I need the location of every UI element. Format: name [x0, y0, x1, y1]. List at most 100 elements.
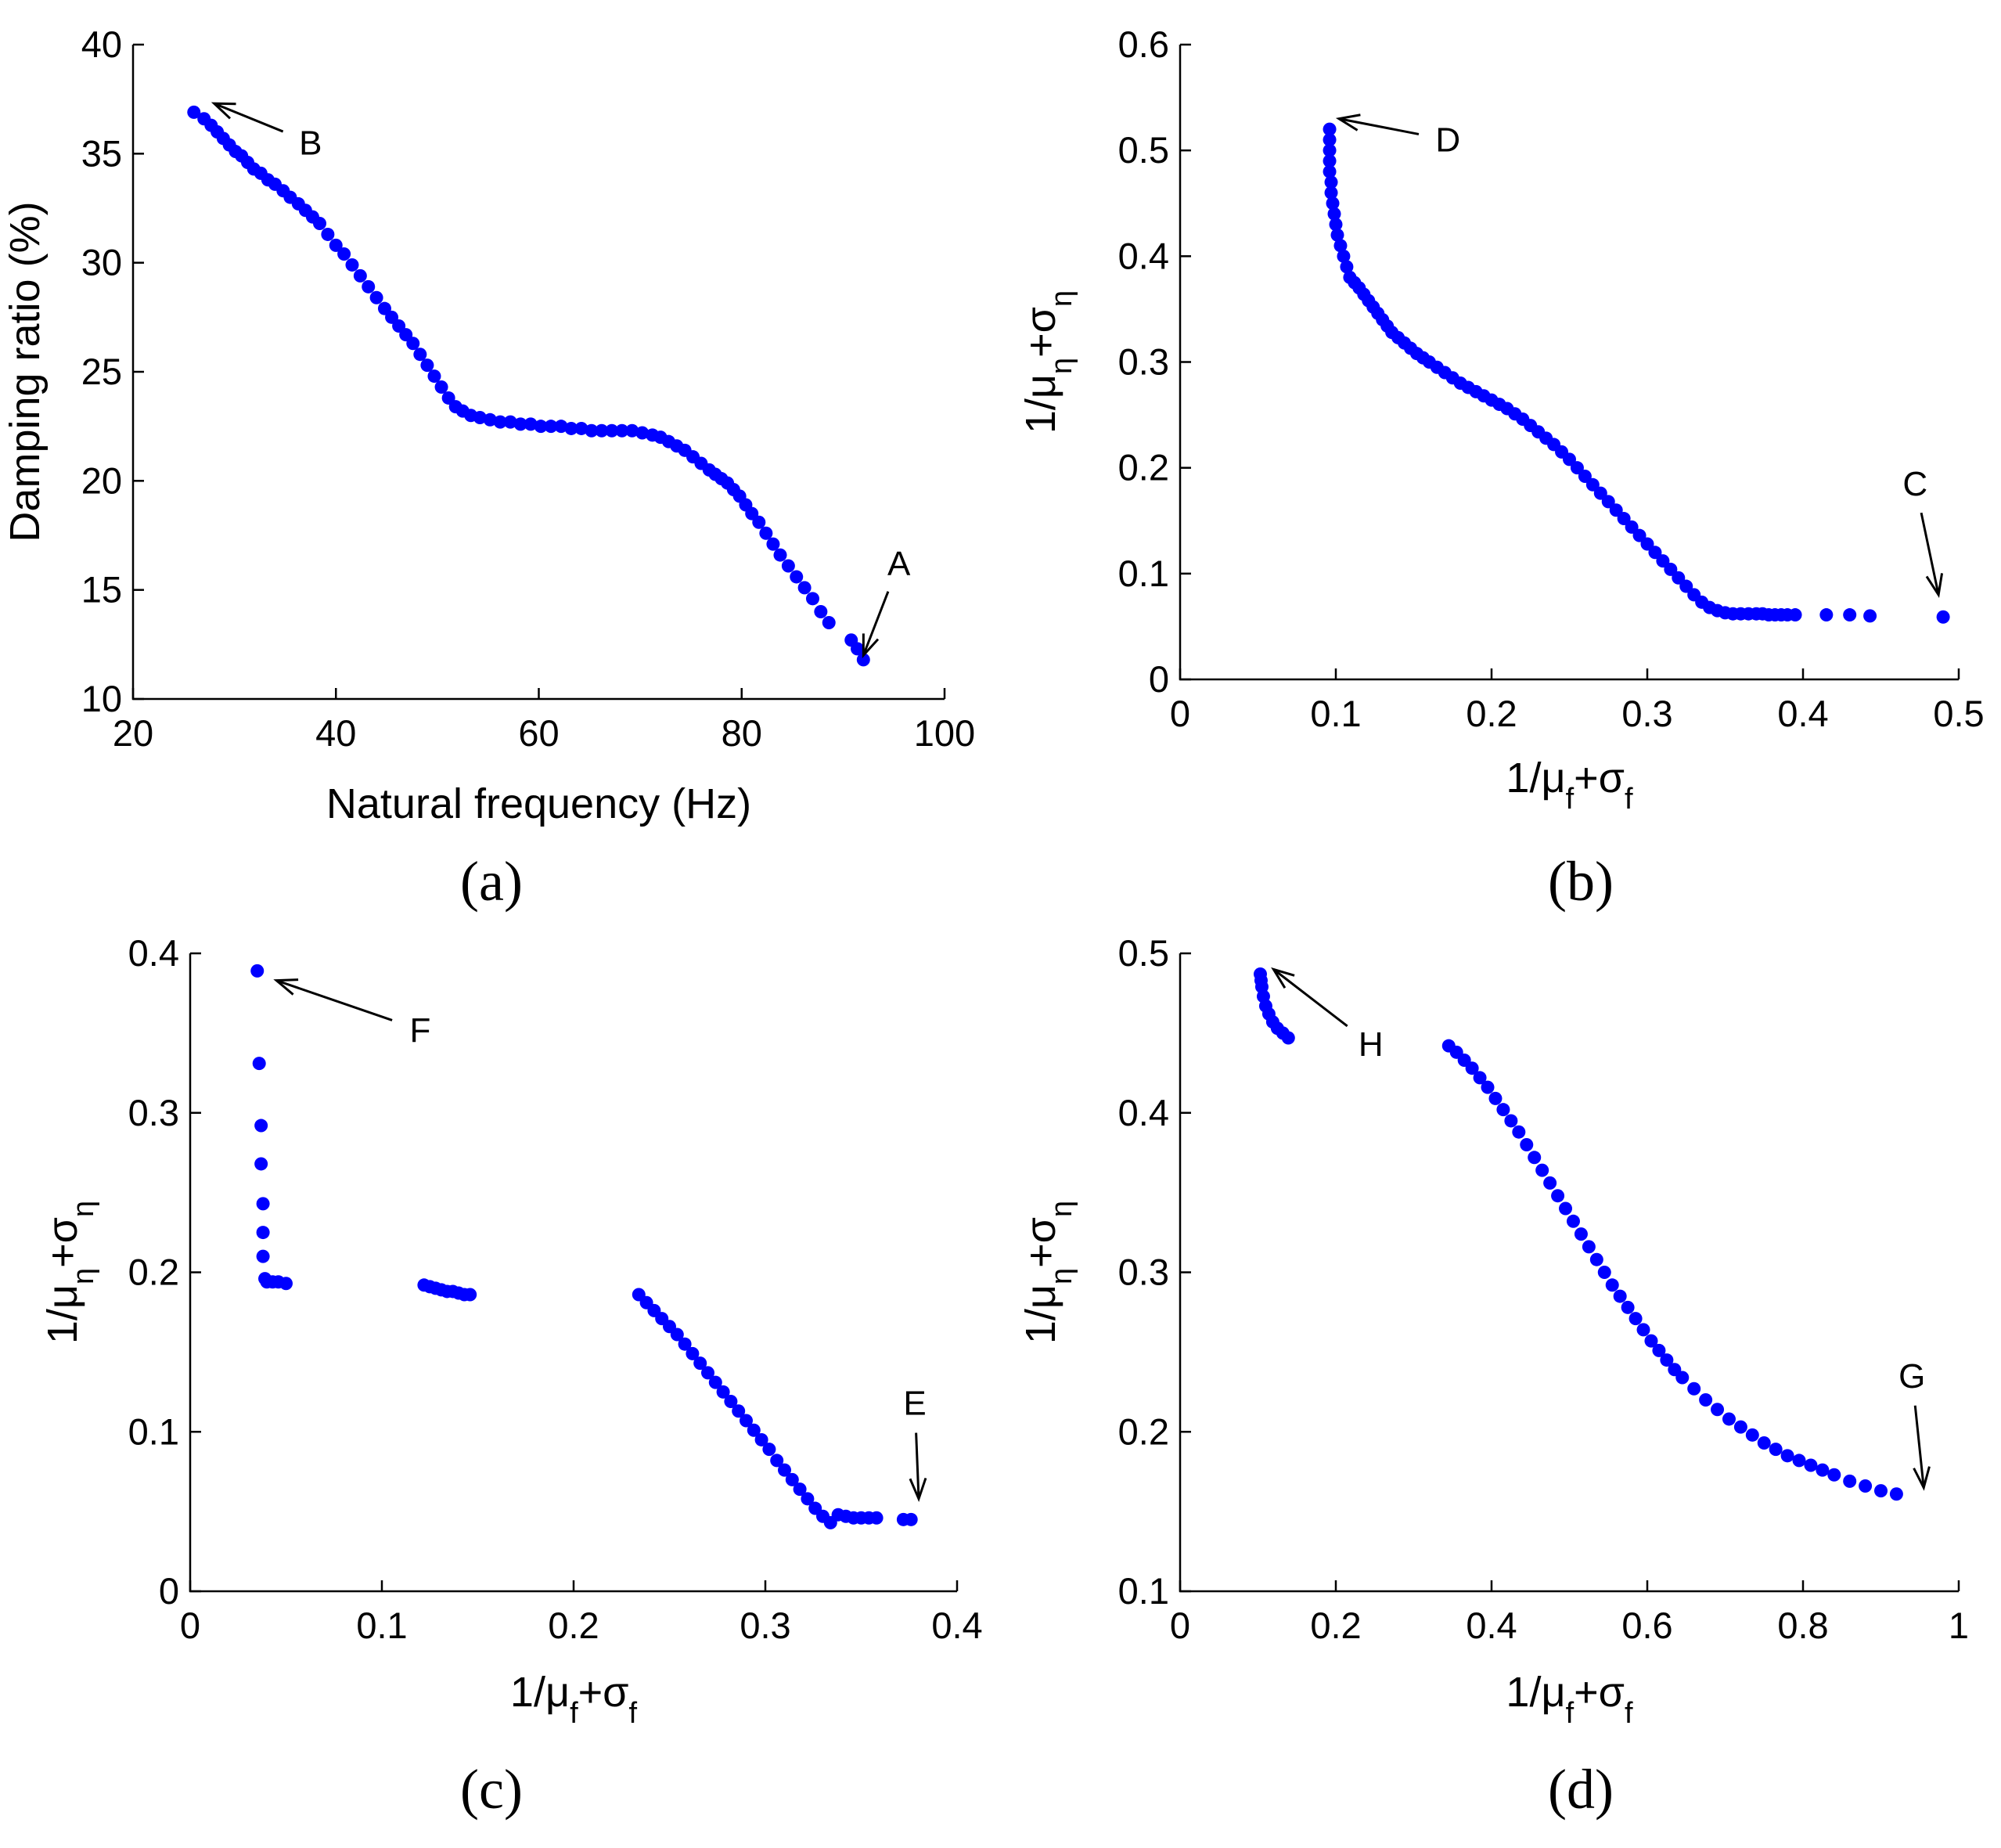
x-tick-label: 0.4 [1777, 693, 1828, 734]
data-point [554, 420, 568, 434]
data-point [427, 369, 441, 384]
x-tick-label: 1 [1949, 1605, 1969, 1646]
data-point [1769, 1443, 1783, 1457]
x-axis-title: 1/μf+σf [1506, 755, 1633, 816]
y-tick-label: 0.5 [1118, 129, 1169, 171]
axes-d [1179, 953, 1959, 1593]
axes-c [189, 953, 957, 1593]
data-point [1757, 1436, 1771, 1450]
data-point [615, 423, 629, 438]
annotation-arrowhead [909, 1477, 927, 1502]
data-point [1535, 1163, 1549, 1177]
annotation-arrowhead [1913, 1466, 1931, 1491]
data-point [869, 1511, 884, 1525]
x-tick-label: 0.6 [1621, 1605, 1672, 1646]
data-point [1340, 260, 1354, 274]
data-point [256, 1249, 270, 1263]
annotation-arrow-e [915, 1432, 920, 1499]
data-point [1566, 1214, 1580, 1228]
data-point [473, 411, 487, 425]
annotation-arrowhead [1335, 113, 1361, 131]
data-point [1589, 1252, 1603, 1266]
data-point [1559, 1201, 1573, 1216]
data-point [1652, 1343, 1666, 1357]
annotation-arrowhead [273, 978, 299, 996]
data-point [1660, 1353, 1674, 1367]
x-tick-label: 0.2 [548, 1605, 599, 1646]
y-tick-label: 25 [81, 351, 122, 392]
data-point [406, 337, 420, 351]
data-point [1648, 546, 1662, 560]
data-point [759, 526, 773, 540]
annotation-arrow-h [1272, 968, 1348, 1028]
data-point [1859, 1479, 1873, 1493]
y-tick-label: 0.1 [128, 1410, 179, 1452]
data-point [1613, 1289, 1627, 1303]
data-point [686, 1346, 700, 1360]
data-point [1625, 520, 1639, 534]
annotation-label-h: H [1359, 1025, 1384, 1064]
annotation-arrow-d [1338, 117, 1420, 135]
x-tick-label: 0 [1170, 693, 1190, 734]
data-point [740, 1414, 753, 1428]
data-point [793, 1482, 807, 1497]
y-tick-label: 0.2 [1118, 1410, 1169, 1452]
data-point [362, 279, 376, 294]
data-point [1675, 1371, 1690, 1385]
data-point [1664, 562, 1678, 576]
data-point [1543, 1176, 1557, 1190]
y-axis-title: 1/μη+ση [39, 1201, 100, 1344]
x-tick-label: 0.4 [1466, 1605, 1517, 1646]
y-tick-label: 0.6 [1118, 23, 1169, 65]
data-point [279, 1277, 293, 1291]
data-point [1636, 1323, 1650, 1337]
data-point [1582, 1240, 1596, 1254]
y-tick-label: 30 [81, 242, 122, 283]
data-point [1528, 1151, 1542, 1165]
y-tick-label: 0.1 [1118, 553, 1169, 594]
data-point [1551, 1189, 1565, 1203]
data-point [635, 426, 650, 440]
data-point [564, 421, 578, 435]
x-axis-title: Natural frequency (Hz) [326, 780, 751, 827]
y-tick-label: 0 [1149, 658, 1169, 700]
data-point [1804, 1458, 1818, 1472]
annotation-arrowhead [1925, 573, 1944, 598]
data-point [754, 1432, 768, 1446]
panel-a: 20 40 60 80 100 10 15 20 25 30 35 40 Natural frequen… [2, 23, 975, 913]
annotation-label-d: D [1435, 121, 1460, 160]
x-tick-label: 40 [315, 712, 356, 754]
data-point [747, 1423, 761, 1437]
data-point [1323, 143, 1337, 157]
data-point [524, 417, 538, 431]
data-point [1324, 186, 1338, 200]
data-point [534, 420, 548, 434]
data-point [1816, 1463, 1830, 1477]
data-point [544, 420, 558, 434]
data-point [434, 380, 448, 394]
annotation-label-e: E [903, 1385, 926, 1423]
data-point [1326, 196, 1340, 211]
data-point [1629, 1312, 1643, 1326]
data-point [1601, 495, 1615, 509]
data-point [329, 238, 343, 252]
data-point [413, 348, 427, 362]
x-tick-label: 0 [1170, 1605, 1190, 1646]
data-point [1323, 164, 1337, 178]
data-point [252, 1057, 266, 1071]
panel-label-a: (a) [460, 850, 523, 913]
panel-b: 0 0.1 0.2 0.3 0.4 0.5 0 0.1 0.2 0.3 0.4 0.5 0.6 1/μf+… [1017, 23, 1985, 913]
panel-label-b: (b) [1548, 850, 1614, 913]
data-point [1281, 1031, 1295, 1045]
data-point [785, 1472, 799, 1486]
data-point [1585, 477, 1600, 492]
data-point [1656, 554, 1670, 568]
y-tick-label: 0.2 [128, 1252, 179, 1293]
data-point [1722, 1412, 1736, 1426]
y-tick-label: 0.3 [1118, 1252, 1169, 1293]
data-point [1843, 1474, 1857, 1488]
data-point [1605, 1278, 1619, 1292]
data-point [625, 423, 639, 438]
data-point [1699, 1393, 1713, 1407]
